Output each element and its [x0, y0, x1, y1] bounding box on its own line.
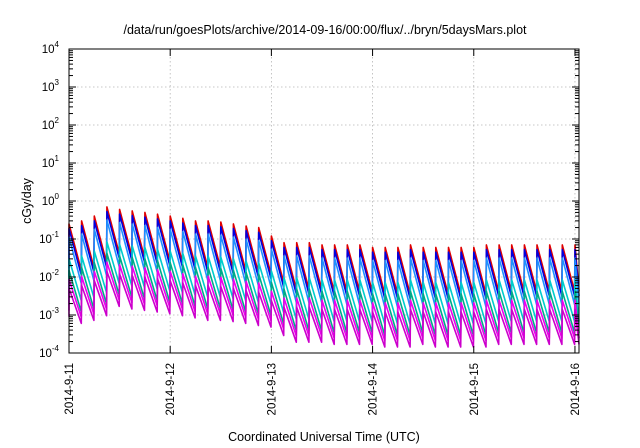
y-axis-label: cGy/day: [20, 177, 34, 224]
y-tick-exponent: 4: [55, 40, 60, 49]
y-tick-base: 10: [42, 158, 55, 170]
y-tick-exponent: -3: [52, 306, 60, 315]
y-tick-exponent: 1: [55, 154, 60, 163]
chart-title: /data/run/goesPlots/archive/2014-09-16/0…: [123, 23, 527, 37]
y-tick-label: 10-4: [39, 344, 59, 360]
x-tick-labels: 2014-9-11 2014-9-12 2014-9-13 2014-9-14 2014…: [64, 362, 582, 415]
y-tick-exponent: -1: [52, 230, 60, 239]
y-tick-exponent: 3: [55, 78, 60, 87]
y-tick-label: 103: [42, 78, 60, 94]
y-tick-exponent: 0: [55, 192, 60, 201]
x-tick-label: 2014-9-14: [368, 362, 380, 415]
y-tick-exponent: -2: [52, 268, 60, 277]
y-tick-label: 102: [42, 116, 60, 132]
plot-series: [68, 206, 580, 348]
y-tick-base: 10: [42, 120, 55, 132]
y-tick-label: 100: [42, 192, 60, 208]
y-tick-label: 10-1: [39, 230, 59, 246]
y-tick-exponent: 2: [55, 116, 60, 125]
y-tick-base: 10: [39, 272, 52, 284]
x-tick-label: 2014-9-11: [64, 363, 76, 415]
y-tick-base: 10: [39, 234, 52, 246]
y-tick-base: 10: [42, 82, 55, 94]
y-tick-label: 104: [42, 40, 60, 56]
y-tick-exponent: -4: [52, 344, 60, 353]
y-tick-label: 10-3: [39, 306, 59, 322]
y-tick-base: 10: [42, 44, 55, 56]
series-line-7: [68, 270, 580, 348]
y-tick-label: 101: [42, 154, 60, 170]
x-tick-label: 2014-9-16: [570, 363, 582, 415]
y-tick-label: 10-2: [39, 268, 59, 284]
y-tick-base: 10: [42, 196, 55, 208]
x-tick-label: 2014-9-13: [266, 363, 278, 415]
x-tick-label: 2014-9-12: [165, 363, 177, 415]
y-tick-base: 10: [39, 310, 52, 322]
x-axis-label: Coordinated Universal Time (UTC): [228, 430, 420, 444]
plot-frame: [68, 48, 580, 354]
y-tick-base: 10: [39, 348, 52, 360]
x-tick-label: 2014-9-15: [469, 363, 481, 415]
